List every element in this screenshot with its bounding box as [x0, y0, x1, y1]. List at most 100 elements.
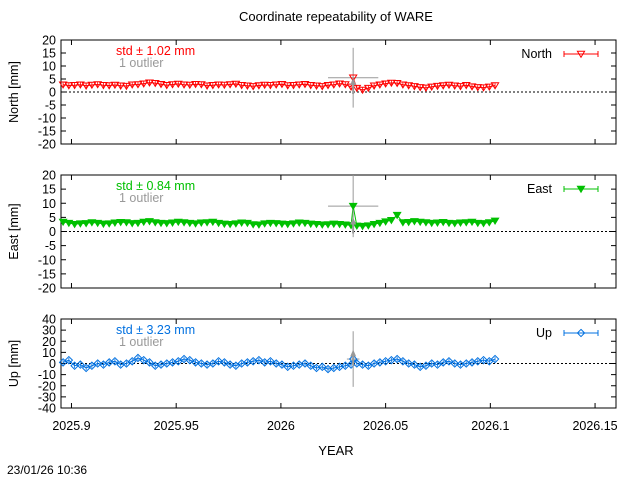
data-point — [398, 81, 408, 89]
y-tick-label: 10 — [42, 197, 56, 211]
data-point — [283, 220, 293, 229]
data-point — [444, 81, 454, 90]
data-point — [99, 360, 108, 369]
data-point — [156, 219, 166, 228]
data-point — [75, 220, 85, 228]
data-point — [242, 82, 252, 90]
data-point — [404, 82, 414, 90]
data-point — [375, 219, 385, 228]
data-point — [294, 81, 304, 89]
y-tick-label: 20 — [42, 169, 56, 183]
data-point — [191, 358, 200, 367]
y-tick-label: 20 — [42, 34, 56, 48]
data-point — [139, 218, 149, 227]
data-point — [231, 361, 241, 371]
data-point — [219, 220, 229, 229]
data-point — [220, 358, 229, 367]
data-point — [306, 82, 316, 90]
data-point — [248, 221, 258, 229]
data-point — [104, 82, 114, 90]
data-point — [450, 220, 460, 228]
data-point — [300, 359, 310, 368]
data-point — [479, 84, 489, 92]
data-point — [196, 81, 206, 89]
data-point — [467, 83, 477, 91]
data-point — [277, 360, 287, 369]
y-tick-label: -5 — [45, 239, 56, 253]
data-point — [432, 219, 442, 227]
data-point — [294, 219, 304, 227]
data-point — [421, 219, 431, 227]
data-point — [369, 220, 379, 229]
data-point — [231, 220, 241, 228]
y-tick-label: -40 — [38, 402, 56, 416]
data-point — [208, 359, 218, 368]
data-point — [133, 81, 143, 89]
y-tick-label: 20 — [42, 335, 56, 349]
data-point — [156, 81, 166, 89]
data-point — [145, 358, 154, 367]
data-point — [317, 221, 327, 229]
data-point — [456, 83, 465, 91]
y-tick-label: -20 — [38, 138, 56, 152]
legend-marker — [576, 328, 586, 338]
data-point — [473, 219, 483, 228]
data-point — [473, 84, 483, 92]
data-point — [306, 220, 316, 229]
data-point — [75, 81, 85, 89]
outlier-point — [348, 74, 358, 82]
data-point — [398, 219, 408, 227]
data-point — [450, 359, 460, 368]
data-point — [93, 359, 102, 368]
y-tick-label: 15 — [42, 47, 56, 61]
outlier-annotation: 1 outlier — [119, 335, 163, 349]
data-point — [271, 81, 281, 89]
data-point — [358, 360, 367, 369]
x-tick-label: 2025.95 — [154, 419, 199, 433]
data-point — [173, 356, 183, 366]
data-point — [444, 356, 454, 366]
data-point — [202, 219, 212, 227]
data-point — [438, 82, 448, 90]
data-point — [456, 219, 465, 227]
data-point — [323, 221, 333, 229]
data-point — [196, 219, 206, 227]
data-point — [363, 84, 373, 93]
data-point — [421, 361, 431, 371]
legend-label: North — [521, 47, 552, 61]
data-point — [490, 82, 500, 90]
data-point — [121, 219, 131, 227]
data-point — [421, 84, 431, 93]
data-point — [335, 80, 345, 88]
data-point — [461, 219, 471, 227]
data-point — [122, 359, 131, 368]
data-point — [271, 220, 281, 228]
data-point — [260, 81, 270, 90]
data-point — [254, 82, 264, 90]
data-point — [93, 81, 103, 89]
data-point — [323, 82, 333, 90]
data-point — [237, 82, 247, 90]
data-point — [254, 355, 264, 365]
data-point — [352, 222, 362, 231]
y-tick-label: -10 — [38, 253, 56, 267]
x-tick-labels: 2025.9 2025.95 2026 2026.05 2026.1 2026.15 — [52, 419, 617, 433]
data-point — [404, 359, 413, 368]
y-tick-label: -5 — [45, 99, 56, 113]
data-point — [375, 81, 385, 89]
data-point — [490, 217, 500, 225]
data-point — [427, 219, 437, 228]
data-point — [484, 356, 494, 366]
data-point — [214, 356, 223, 366]
data-point — [185, 81, 195, 90]
y-tick-label: -15 — [38, 125, 56, 139]
y-tick-label: 10 — [42, 346, 56, 360]
data-point — [266, 356, 275, 366]
y-tick-label: -20 — [38, 379, 56, 393]
y-axis-label: Up [mm] — [7, 340, 21, 387]
data-point — [64, 355, 74, 365]
data-point — [179, 354, 189, 364]
data-point — [461, 82, 471, 90]
data-point — [162, 220, 172, 228]
legend-label: Up — [536, 326, 552, 340]
